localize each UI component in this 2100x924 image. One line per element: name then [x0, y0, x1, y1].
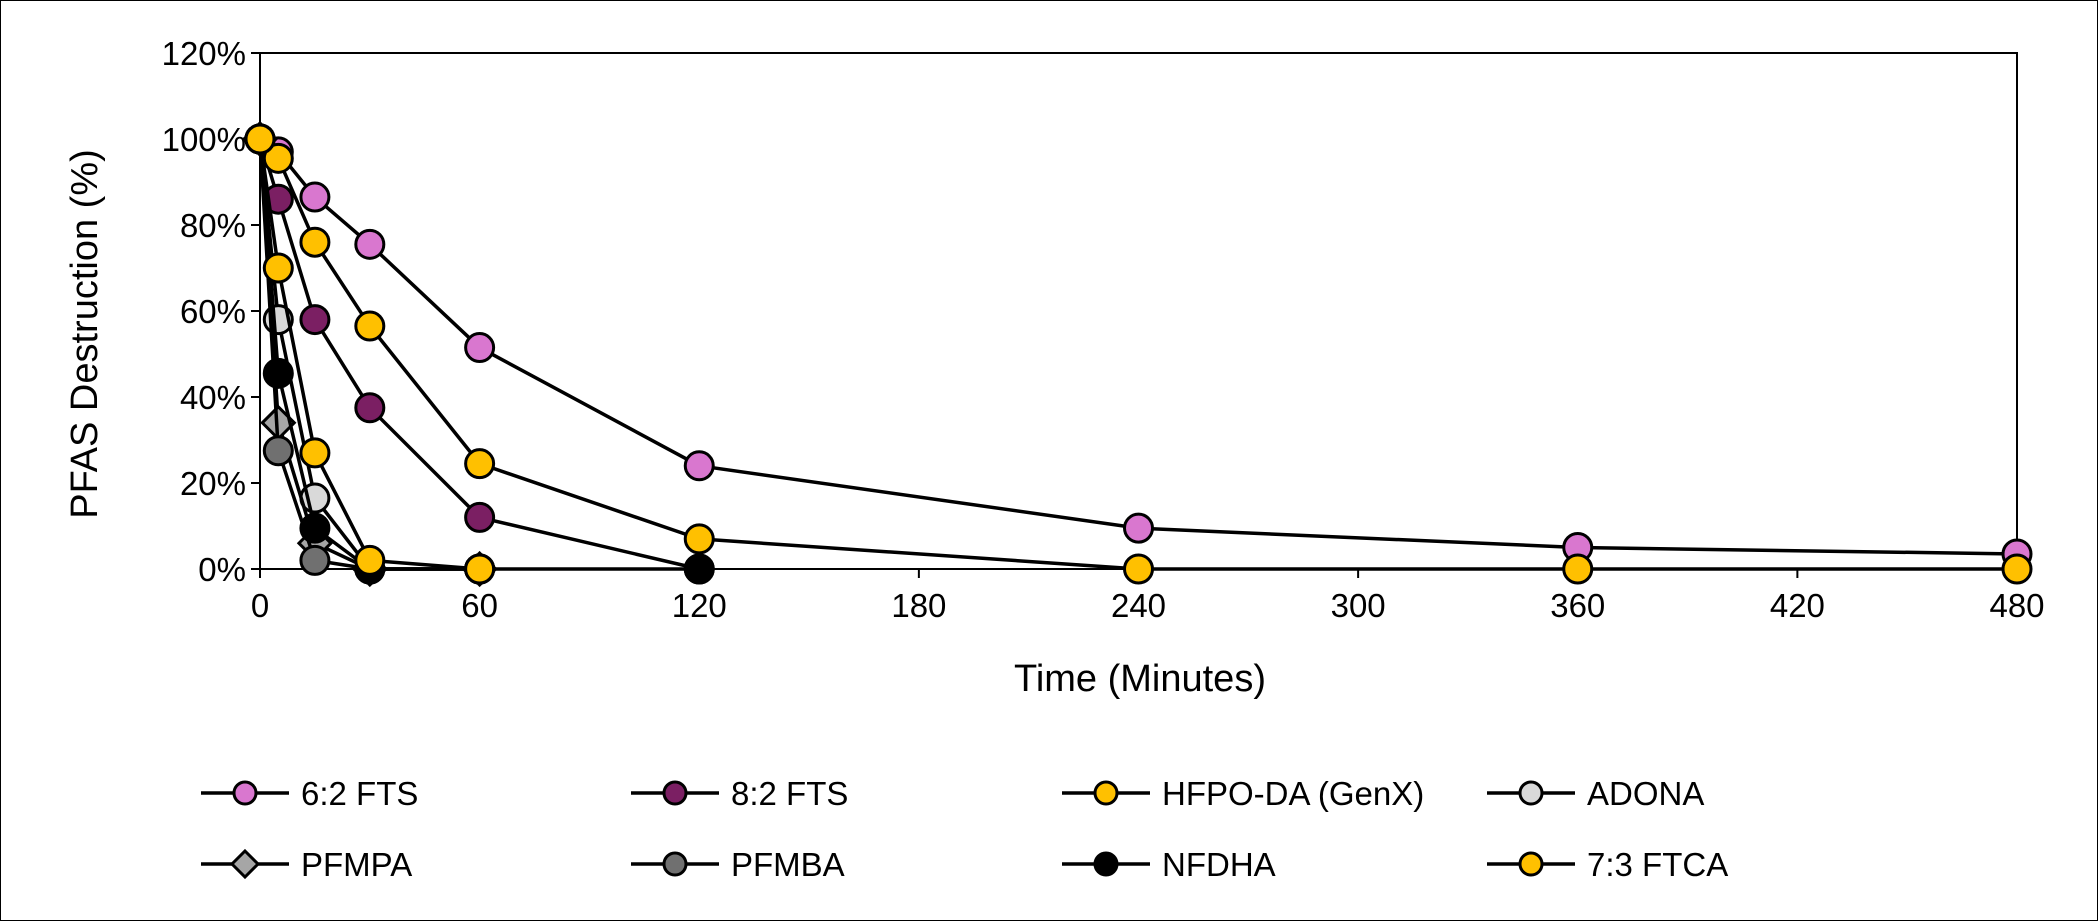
legend-item: PFMPA [201, 846, 412, 883]
data-point [1123, 553, 1154, 585]
data-point [299, 304, 331, 336]
y-tick-label: 60% [180, 293, 246, 330]
x-tick-label: 420 [1770, 587, 1825, 624]
legend-label: ADONA [1587, 775, 1704, 812]
data-point [244, 123, 276, 155]
x-tick-label: 180 [891, 587, 946, 624]
x-tick-label: 0 [251, 587, 269, 624]
y-axis: 0% 20% 40% 60% 80% 100% 120% [162, 35, 260, 588]
legend-label: PFMBA [731, 846, 845, 883]
legend-item: NFDHA [1062, 846, 1276, 883]
legend-marker [1518, 851, 1544, 877]
x-tick-label: 300 [1331, 587, 1386, 624]
x-axis-title: Time (Minutes) [1014, 658, 1266, 700]
legend-item: 6:2 FTS [201, 775, 418, 812]
x-tick-label: 480 [1989, 587, 2044, 624]
legend-label: PFMPA [301, 846, 412, 883]
data-point [299, 512, 331, 544]
data-point [299, 437, 331, 469]
data-point [354, 228, 386, 260]
data-point [683, 523, 715, 555]
series-0 [244, 123, 2033, 570]
data-point [299, 226, 331, 258]
data-point [354, 310, 386, 342]
data-point [299, 544, 331, 576]
legend-label: HFPO-DA (GenX) [1162, 775, 1424, 812]
x-tick-label: 60 [461, 587, 498, 624]
data-point [354, 392, 386, 424]
data-point [464, 501, 496, 533]
data-point [299, 181, 331, 213]
legend-item: HFPO-DA (GenX) [1062, 775, 1424, 812]
y-tick-label: 80% [180, 207, 246, 244]
series-line [258, 137, 2017, 571]
data-point [262, 252, 294, 284]
legend-label: 7:3 FTCA [1587, 846, 1728, 883]
x-tick-label: 360 [1550, 587, 1605, 624]
legend-item: 7:3 FTCA [1487, 846, 1728, 883]
data-point [262, 435, 294, 467]
legend-marker [232, 780, 258, 806]
series-line [258, 138, 700, 571]
x-tick-label: 120 [672, 587, 727, 624]
y-tick-label: 0% [198, 551, 246, 588]
data-point [464, 553, 496, 585]
y-tick-label: 120% [162, 35, 246, 72]
plot-border [259, 52, 2018, 570]
legend-item: ADONA [1487, 775, 1704, 812]
legend-marker [1093, 780, 1119, 806]
legend-label: 6:2 FTS [301, 775, 418, 812]
data-point [464, 332, 496, 364]
data-point [464, 448, 496, 480]
y-tick-label: 100% [162, 121, 246, 158]
series-7 [244, 123, 496, 585]
x-axis: 0 60 120 180 240 300 360 420 480 [251, 569, 2045, 624]
legend-marker [229, 848, 261, 880]
legend-label: NFDHA [1162, 846, 1276, 883]
y-axis-title: PFAS Destruction (%) [64, 149, 106, 519]
legend-item: 8:2 FTS [631, 775, 848, 812]
data-point [1123, 512, 1154, 544]
y-tick-label: 20% [180, 465, 246, 502]
legend-label: 8:2 FTS [731, 775, 848, 812]
data-point [2001, 553, 2033, 585]
series-line [258, 137, 2018, 556]
data-point [683, 450, 715, 482]
data-point [1562, 553, 1594, 585]
legend-marker [662, 780, 688, 806]
x-tick-label: 240 [1111, 587, 1166, 624]
y-tick-label: 40% [180, 379, 246, 416]
legend-marker [1093, 851, 1119, 877]
legend-item: PFMBA [631, 846, 845, 883]
legend-marker [1518, 780, 1544, 806]
data-point [354, 544, 386, 576]
legend: 6:2 FTS 8:2 FTS HFPO-DA (GenX) ADONA PFMPA PF… [201, 775, 1728, 883]
data-point [262, 357, 294, 389]
series-layer [241, 120, 2033, 588]
data-point [683, 553, 715, 585]
legend-marker [662, 851, 688, 877]
plot-area [259, 52, 2018, 570]
